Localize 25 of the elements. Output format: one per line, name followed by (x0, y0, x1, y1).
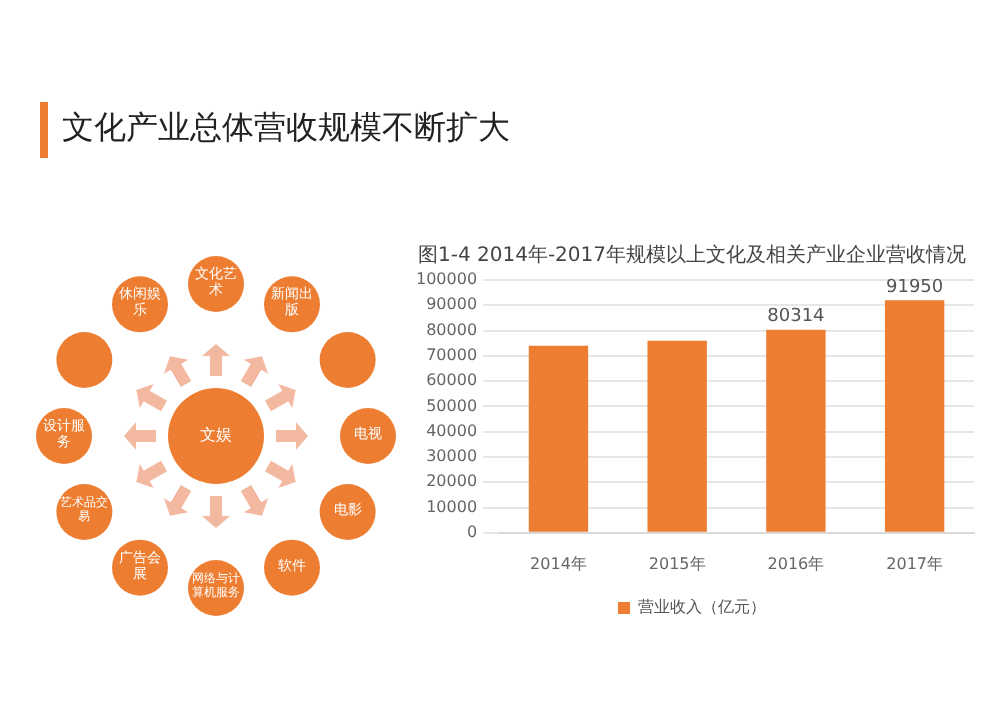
y-tick-label: 50000 (426, 396, 478, 415)
y-tick-label: 0 (466, 522, 478, 541)
y-tick-label: 90000 (426, 295, 478, 314)
x-tick-label: 2015年 (648, 554, 706, 573)
y-tick-label: 10000 (426, 497, 478, 516)
y-tick-label: 30000 (426, 447, 478, 466)
bar (766, 329, 826, 532)
y-tick-label: 60000 (426, 371, 478, 390)
y-tick-label: 20000 (426, 472, 478, 491)
x-tick-label: 2017年 (886, 554, 943, 573)
text: 80314 (767, 307, 825, 328)
bar (884, 300, 945, 532)
chart-title: 图1-4 2014年-2017年规模以上文化及相关产业企业营收情况 (417, 243, 967, 268)
text: 文娱 (198, 424, 234, 446)
x-tick-label: 2014年 (530, 554, 587, 573)
x-tick-label: 2016年 (767, 554, 825, 573)
text: 91950 (885, 278, 944, 299)
y-tick-label: 100000 (415, 270, 478, 289)
legend-label: 营业收入（亿元） (638, 598, 766, 617)
bar (528, 345, 589, 532)
y-tick-label: 80000 (426, 320, 478, 339)
y-tick-label: 40000 (426, 421, 478, 440)
y-tick-label: 70000 (426, 346, 478, 364)
bar (647, 340, 707, 532)
text: 文化产业总体营收规模不断扩大 (62, 108, 510, 150)
